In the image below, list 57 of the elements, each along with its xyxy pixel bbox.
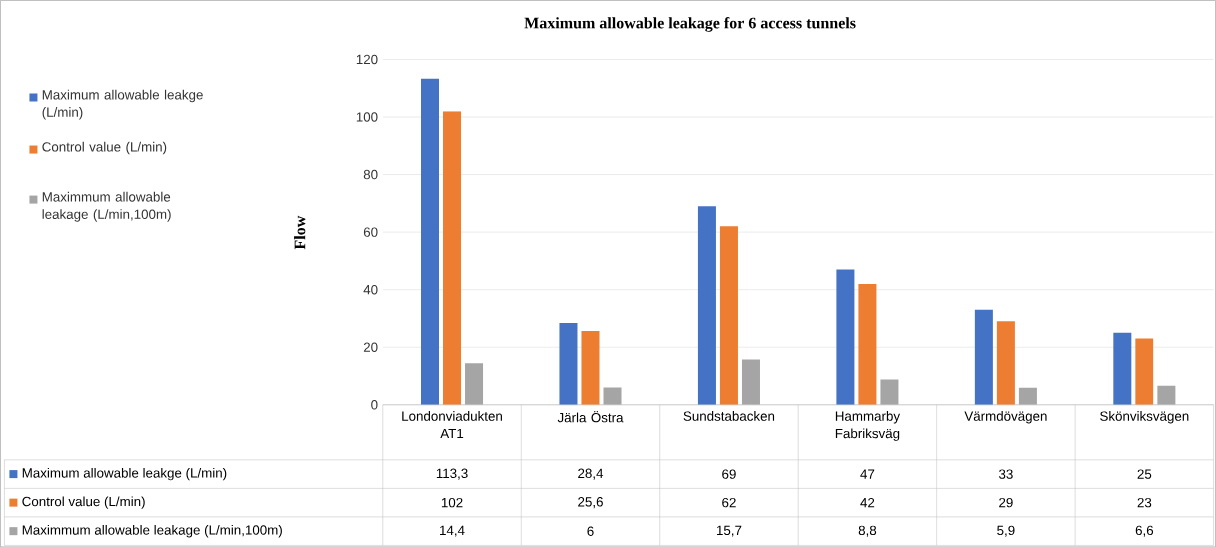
y-tick-label: 60: [363, 227, 378, 237]
data-label: 25: [1137, 469, 1152, 479]
bar: [603, 387, 622, 405]
bar: [1135, 338, 1154, 405]
x-tick-label: Skönviksvägen: [1100, 410, 1189, 424]
data-label: 47: [860, 469, 875, 479]
data-label: 25,6: [578, 496, 603, 508]
y-axis-title: Flow: [294, 215, 306, 250]
bar: [1113, 332, 1132, 405]
data-label: 62: [722, 497, 736, 508]
data-label: 15,7: [716, 525, 742, 537]
y-tick-label: 100: [356, 112, 378, 122]
bar: [1157, 385, 1176, 405]
data-label: 29: [999, 497, 1013, 508]
bar: [741, 359, 760, 405]
data-label: 6,6: [1135, 525, 1154, 537]
x-tick-label: Hammarby Fabriksväg: [835, 410, 901, 441]
bar: [420, 78, 440, 405]
x-tick-label: Järla Östra: [557, 410, 624, 423]
bar: [1018, 387, 1037, 405]
y-tick-label: 0: [371, 399, 378, 410]
text: Maximum allowable leakge (L/min): [42, 89, 203, 120]
data-label: 102: [441, 497, 463, 508]
data-label: 23: [1137, 497, 1152, 508]
y-tick-label: 120: [356, 54, 378, 65]
data-label: 6: [587, 526, 594, 536]
y-tick-label: 20: [363, 342, 378, 352]
bar: [581, 330, 600, 405]
data-label: 14,4: [440, 525, 465, 537]
bar: [465, 363, 484, 405]
bar: [559, 322, 578, 405]
chart-title: Maximum allowable leakage for 6 access tunnels: [524, 16, 856, 32]
data-label: 5,9: [997, 525, 1015, 537]
text: Maximmum allowable leakage (L/min,100m): [42, 191, 171, 222]
x-tick-label: Sundstabacken: [683, 410, 775, 421]
legend-label: Control value (L/min): [42, 141, 167, 155]
data-label: 8,8: [858, 525, 877, 537]
data-label: 28,4: [578, 468, 604, 480]
bar: [836, 269, 855, 405]
bar: [719, 226, 738, 405]
legend-label: Maximum allowable leakge (L/min): [22, 467, 227, 481]
data-label: 113,3: [436, 468, 468, 480]
bar: [974, 309, 993, 405]
bar: [858, 283, 877, 405]
text: Control value (L/min): [22, 496, 145, 509]
x-tick-label: Värmdövägen: [964, 410, 1047, 424]
data-label: 69: [722, 469, 736, 479]
x-tick-label: Londonviadukten AT1: [402, 410, 502, 438]
bar: [697, 206, 716, 405]
bar: [996, 321, 1015, 405]
bar: [443, 111, 462, 405]
data-label: 33: [998, 469, 1013, 479]
data-label: 42: [860, 497, 875, 508]
y-tick-label: 40: [363, 284, 378, 295]
legend-label: Maximmum allowable leakage (L/min,100m): [22, 524, 282, 538]
bar: [880, 379, 899, 405]
y-tick-label: 80: [363, 169, 378, 180]
